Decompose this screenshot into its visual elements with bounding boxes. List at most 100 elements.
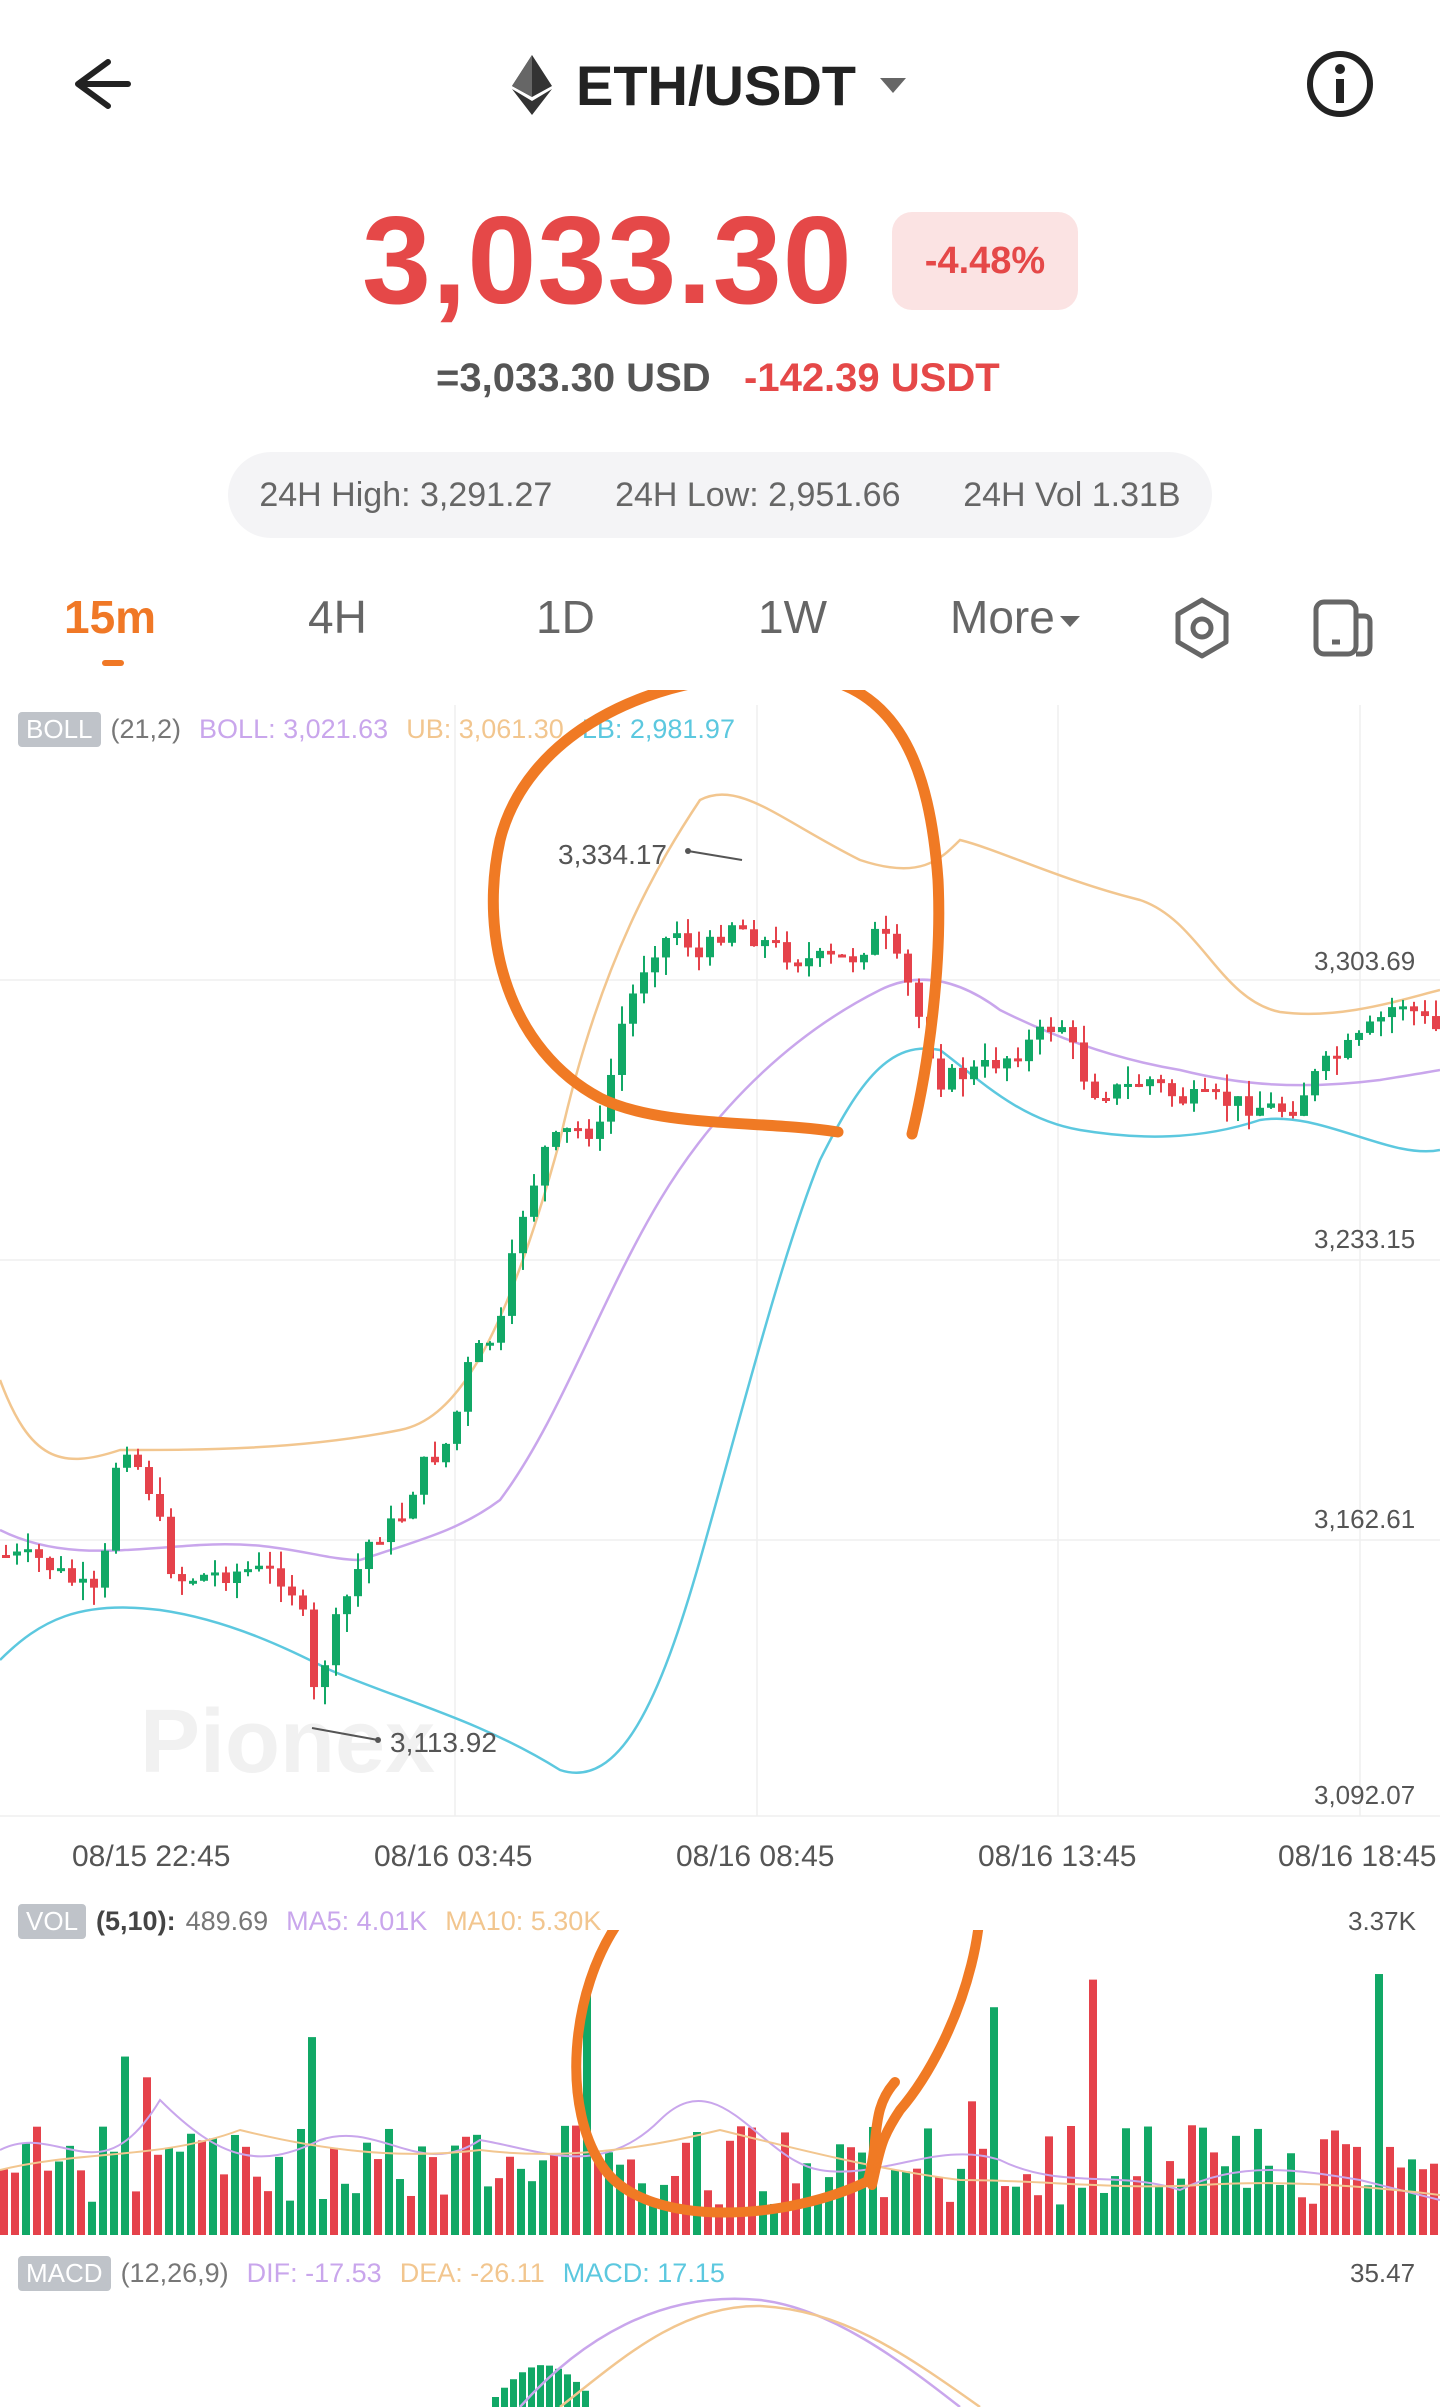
volume-bar — [462, 2136, 470, 2235]
candle-body — [772, 940, 780, 944]
candle-body — [1289, 1111, 1297, 1116]
candle-body — [662, 938, 670, 958]
tab-15m[interactable]: 15m — [64, 591, 157, 643]
candle-body — [563, 1128, 571, 1133]
candle-body — [1223, 1091, 1231, 1106]
volume-bar — [253, 2176, 261, 2235]
volume-ma-lines — [0, 2098, 1440, 2201]
macd-bar — [501, 2387, 508, 2407]
change-absolute: -142.39 USDT — [744, 356, 1000, 400]
annotation-circle-top — [487, 690, 945, 1140]
candle-body — [233, 1571, 241, 1584]
volume-bar — [1265, 2165, 1273, 2235]
volume-bar — [825, 2177, 833, 2235]
volume-bar — [1364, 2185, 1372, 2235]
volume-bar — [1166, 2161, 1174, 2235]
candle-body — [1179, 1096, 1187, 1104]
candle-body — [266, 1565, 274, 1569]
usd-equivalent: =3,033.30 USD — [436, 356, 711, 400]
candle-body — [794, 962, 802, 967]
candle-body — [1267, 1103, 1275, 1108]
candle-body — [123, 1454, 131, 1468]
volume-bar — [1210, 2152, 1218, 2235]
volume-bar — [418, 2146, 426, 2235]
ethereum-icon — [512, 55, 552, 115]
volume-bar — [913, 2168, 921, 2235]
volume-bar — [1276, 2184, 1284, 2235]
candle-body — [728, 925, 736, 943]
candle-body — [1234, 1096, 1242, 1106]
candle-body — [90, 1578, 98, 1588]
caret-down-icon — [880, 78, 906, 93]
candle-body — [255, 1565, 263, 1570]
volume-bar — [220, 2174, 228, 2235]
candle-body — [761, 940, 769, 947]
volume-bar — [198, 2140, 206, 2235]
candle-body — [552, 1132, 560, 1147]
candlestick-chart[interactable]: Pionex 3,334.17 3,113.92 — [0, 690, 1440, 1910]
candle-body — [167, 1516, 175, 1575]
volume-bar — [330, 2147, 338, 2235]
candle-body — [585, 1128, 593, 1139]
candle-body — [310, 1609, 318, 1688]
candle-body — [1091, 1081, 1099, 1099]
candle-body — [497, 1315, 505, 1343]
candle-body — [13, 1551, 21, 1556]
candle-body — [574, 1128, 582, 1132]
tab-4h[interactable]: 4H — [308, 591, 367, 643]
candle-body — [486, 1342, 494, 1346]
volume-bar — [363, 2142, 371, 2235]
volume-bar — [1177, 2178, 1185, 2235]
volume-bar — [1188, 2125, 1196, 2235]
layout-toggle-icon[interactable] — [1312, 596, 1376, 660]
candle-body — [1245, 1096, 1253, 1116]
volume-bar — [715, 2204, 723, 2235]
volume-bar — [242, 2146, 250, 2235]
volume-bar — [209, 2138, 217, 2235]
candle-body — [541, 1146, 549, 1186]
volume-bar — [66, 2145, 74, 2235]
volume-bar — [374, 2159, 382, 2235]
volume-bar — [1408, 2159, 1416, 2235]
volume-bar — [286, 2200, 294, 2235]
volume-bar — [1056, 2204, 1064, 2235]
volume-bar — [154, 2154, 162, 2235]
volume-bar — [748, 2127, 756, 2235]
macd-bar — [510, 2379, 517, 2407]
volume-bar — [770, 2203, 778, 2235]
candle-body — [739, 925, 747, 930]
volume-bar — [990, 2007, 998, 2235]
candle-body — [1333, 1055, 1341, 1059]
candle-body — [299, 1595, 307, 1610]
volume-bar — [1133, 2176, 1141, 2235]
volume-bar — [572, 2125, 580, 2235]
annotation-circle-bottom — [571, 1930, 983, 2218]
macd-bar — [528, 2367, 535, 2407]
candle-body — [970, 1066, 978, 1080]
price-axis-label: 3,092.07 — [1314, 1780, 1416, 1810]
tab-more[interactable]: More — [950, 590, 1081, 644]
candle-body — [838, 954, 846, 958]
tab-1w[interactable]: 1W — [758, 591, 827, 643]
candle-body — [629, 993, 637, 1024]
dea-value: DEA: -26.11 — [399, 2258, 545, 2288]
volume-bar — [1100, 2192, 1108, 2235]
active-tab-indicator — [102, 660, 124, 666]
volume-bar — [539, 2160, 547, 2235]
hexagon-settings-icon[interactable] — [1170, 596, 1234, 660]
candle-body — [2, 1555, 10, 1558]
volume-bar — [55, 2161, 63, 2235]
tab-1d[interactable]: 1D — [536, 591, 595, 643]
volume-bar — [1375, 1974, 1383, 2235]
high-24h: 24H High: 3,291.27 — [259, 475, 553, 514]
info-icon[interactable] — [1302, 46, 1378, 122]
volume-bar — [1023, 2174, 1031, 2235]
volume-bar — [77, 2170, 85, 2235]
volume-bar — [979, 2148, 987, 2235]
time-axis-label: 08/15 22:45 — [72, 1840, 231, 1873]
volume-bar — [1397, 2167, 1405, 2235]
candle-body — [1212, 1089, 1220, 1093]
volume-bar — [638, 2183, 646, 2235]
pair-selector[interactable]: ETH/USDT — [510, 40, 908, 130]
back-arrow-icon[interactable] — [62, 44, 142, 124]
